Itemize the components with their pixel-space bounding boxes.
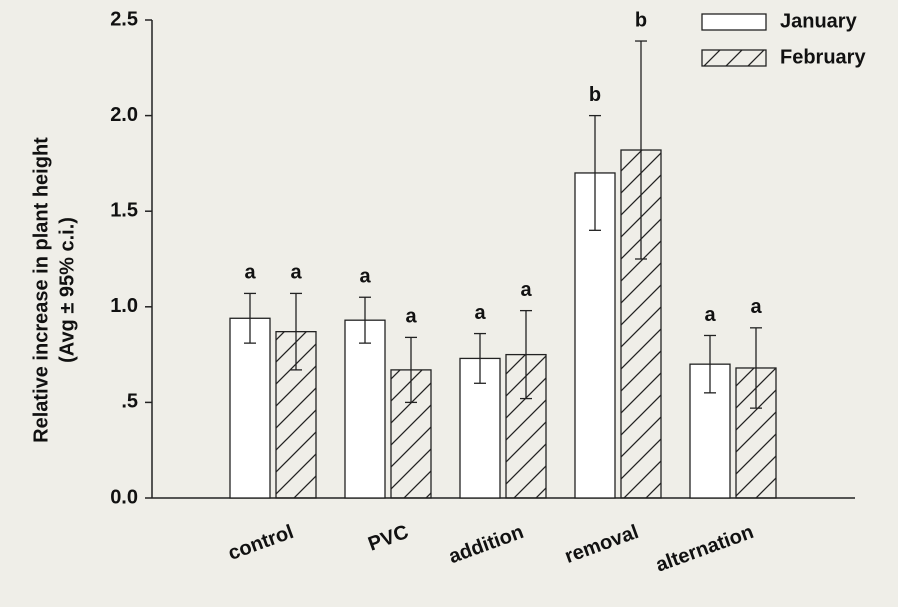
annotation: a: [359, 266, 371, 288]
annotation: a: [290, 262, 302, 284]
error-bar: [750, 327, 762, 409]
x-tick-label: alternation: [653, 521, 757, 577]
annotation: b: [589, 84, 601, 106]
legend-label: January: [780, 10, 858, 32]
x-tick-label: PVC: [365, 521, 411, 556]
y-tick-label: .5: [121, 391, 138, 413]
annotation: a: [750, 296, 762, 318]
error-bar: [704, 334, 716, 394]
legend-label: February: [780, 46, 866, 68]
y-tick-label: 2.5: [110, 8, 138, 30]
error-bar: [290, 292, 302, 371]
error-bar: [359, 296, 371, 344]
legend-swatch: [701, 49, 767, 67]
bar: [344, 319, 386, 499]
y-tick-label: 2.0: [110, 104, 138, 126]
error-bar: [520, 309, 532, 400]
error-bar: [474, 332, 486, 384]
legend-swatch: [701, 13, 767, 31]
bar: [229, 317, 271, 499]
annotation: a: [405, 306, 417, 328]
x-tick-label: addition: [446, 521, 527, 568]
y-axis-label: (Avg ± 95% c.i.): [56, 217, 78, 363]
error-bar: [589, 114, 601, 231]
y-tick-label: 0.0: [110, 486, 138, 508]
y-tick-label: 1.5: [110, 199, 138, 221]
annotation: b: [635, 9, 647, 31]
y-tick-label: 1.0: [110, 295, 138, 317]
error-bar: [635, 40, 647, 260]
x-tick-label: control: [225, 521, 296, 565]
error-bar: [244, 292, 256, 344]
bar: [390, 369, 432, 499]
y-axis-label: Relative increase in plant height: [30, 137, 52, 443]
x-tick-label: removal: [562, 521, 642, 568]
error-bar: [405, 336, 417, 404]
annotation: a: [704, 304, 716, 326]
annotation: a: [474, 302, 486, 324]
annotation: a: [520, 279, 532, 301]
annotation: a: [244, 262, 256, 284]
